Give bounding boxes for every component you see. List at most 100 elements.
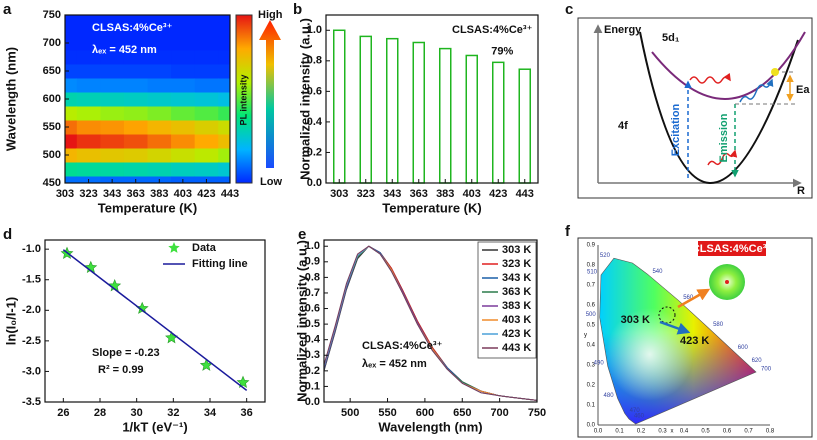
heatmap-cell [218, 50, 230, 65]
heatmap-cell [194, 22, 219, 37]
x-tick-label: 600 [416, 407, 434, 419]
panel-c: c Energy 5d₁ 4f Excitation Emission Ea R [565, 1, 813, 199]
heatmap-cell [100, 134, 125, 149]
x-tick-label: 700 [490, 407, 508, 419]
heatmap-cell [100, 162, 125, 177]
cie-white [599, 257, 757, 425]
x-tick-label: 0.0 [594, 429, 603, 435]
x-tick-label: 343 [103, 188, 121, 200]
heatmap-cell [65, 78, 78, 93]
y-tick-label: 0.8 [305, 271, 320, 283]
heatmap-cell [65, 134, 78, 149]
x-tick-label: 363 [127, 188, 145, 200]
x-axis-label: Temperature (K) [382, 200, 481, 215]
legend-label: 383 K [502, 300, 531, 312]
y-tick-label: 500 [43, 149, 61, 161]
heatmap-cell [147, 15, 172, 23]
axis-label: R [797, 185, 805, 197]
heatmap-cell [218, 120, 230, 135]
y-tick-label: 0.1 [305, 380, 320, 392]
bar [412, 41, 425, 184]
heatmap-cell [100, 106, 125, 121]
colorbar-label: PL intensity [238, 75, 248, 126]
bar [359, 35, 372, 184]
heatmap-cell [147, 50, 172, 65]
heatmap-cell [123, 36, 148, 51]
wavelength-label: 560 [683, 295, 694, 301]
legend-label: 343 K [502, 272, 531, 284]
heatmap-cell [147, 22, 172, 37]
cie-title: CLSAS:4%Ce³⁺ [692, 243, 773, 255]
heatmap-cell [171, 64, 196, 79]
heatmap-cell [194, 78, 219, 93]
legend-label: 323 K [502, 258, 531, 270]
heatmap-cell [123, 92, 148, 107]
x-tick-label: 0.2 [637, 429, 646, 435]
panel-d: Data Fitting line -3.5 -3.0 -2.5 -2.0 -1.5 -1.0… [3, 226, 266, 434]
heatmap-cell [171, 148, 196, 163]
zoom-circle [658, 306, 676, 324]
legend-label: 303 K [502, 244, 531, 256]
y-tick-label: 0.5 [587, 323, 596, 329]
annotation: CLSAS:4%Ce³⁺ [452, 24, 533, 36]
spectrum-line [323, 245, 538, 401]
plot-frame [323, 239, 538, 403]
x-tick-label: 0.4 [680, 429, 689, 435]
colorbar-arrow [259, 20, 281, 168]
heatmap-cell [123, 134, 148, 149]
y-tick-label: 0.3 [305, 349, 320, 361]
heatmap-cell [65, 15, 78, 23]
heatmap-cell [100, 50, 125, 65]
y-tick-label: 0.2 [587, 383, 596, 389]
wavelength-label: 580 [713, 322, 724, 328]
heatmap-cell [100, 22, 125, 37]
x-axis-label: Temperature (K) [98, 200, 197, 215]
heatmap-cell [65, 64, 78, 79]
relaxation-arrow [707, 149, 738, 166]
crossing-point [771, 68, 779, 76]
wavelength-label: 500 [586, 312, 597, 318]
y-axis-label: Normalized intensity (a.u.) [297, 18, 312, 180]
x-tick-label: 343 [383, 188, 401, 200]
panel-label: f [565, 223, 571, 240]
heatmap-cell [218, 148, 230, 163]
wavelength-label: 510 [587, 270, 598, 276]
x-tick-label: 0.6 [723, 429, 732, 435]
x-tick-label: 383 [436, 188, 454, 200]
point-label: 303 K [621, 314, 650, 326]
heatmap-cell [100, 36, 125, 51]
y-axis-label: ln(I₀/I-1) [3, 297, 18, 345]
wavelength-label: 480 [604, 393, 615, 399]
heatmap-cell [147, 78, 172, 93]
panel-label: e [298, 226, 306, 243]
data-point [236, 375, 250, 388]
plot-frame [325, 14, 539, 184]
fit-line [62, 249, 248, 391]
heatmap-cell [65, 106, 78, 121]
y-tick-label: 450 [43, 177, 61, 189]
colorbar [235, 14, 253, 184]
x-tick-label: 0.8 [766, 429, 775, 435]
y-tick-label: 0.6 [587, 303, 596, 309]
heatmap-cell [218, 134, 230, 149]
x-axis-label: Wavelength (nm) [378, 419, 482, 434]
x-tick-label: 443 [221, 188, 239, 200]
y-tick-label: 0.5 [305, 318, 320, 330]
panel-e: 303 K 323 K 343 K 363 K 383 K 403 K 423 K 443 K… [294, 226, 546, 434]
heatmap-cell [76, 134, 101, 149]
heatmap-cell [76, 106, 101, 121]
y-tick-label: 0.7 [305, 287, 320, 299]
state-label: 4f [618, 120, 628, 132]
legend-label: 403 K [502, 314, 531, 326]
x-tick-label: 303 [330, 188, 348, 200]
heatmap-cell [218, 92, 230, 107]
heatmap-cell [76, 15, 101, 23]
zoom-arrow [677, 288, 711, 309]
panel-label: a [3, 1, 12, 18]
heatmap-cell [194, 106, 219, 121]
thermal-arrow [739, 78, 774, 103]
x-tick-label: 32 [167, 407, 179, 419]
heatmap-cell [123, 22, 148, 37]
heatmap-cell [100, 15, 125, 23]
x-axis-label: x [671, 429, 674, 435]
